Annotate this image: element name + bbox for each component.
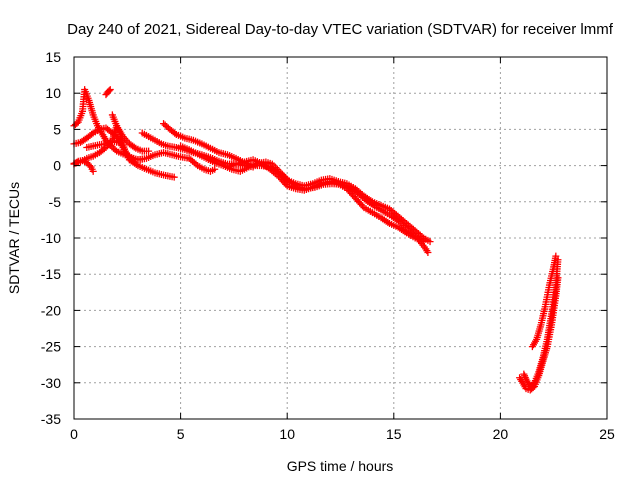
data-point-marker [89, 167, 97, 175]
data-point-marker [145, 147, 153, 155]
data-point-marker [86, 162, 94, 170]
y-tick-label: -30 [41, 375, 61, 391]
data-point-marker [282, 180, 290, 188]
x-tick-label: 10 [279, 426, 295, 442]
y-tick-label: -20 [41, 302, 61, 318]
data-point-marker [105, 87, 113, 95]
data-point-marker [106, 86, 114, 94]
x-tick-label: 20 [493, 426, 509, 442]
y-tick-label: 0 [53, 158, 61, 174]
chart-title: Day 240 of 2021, Sidereal Day-to-day VTE… [67, 21, 614, 38]
data-point-marker [211, 165, 219, 173]
satellite-track [102, 86, 114, 99]
y-tick-label: -35 [41, 411, 61, 427]
satellite-track [70, 86, 133, 160]
satellite-track [125, 156, 178, 181]
data-point-marker [420, 238, 428, 246]
data-point-marker [170, 173, 178, 181]
satellite-track [108, 111, 153, 155]
y-tick-label: -15 [41, 266, 61, 282]
satellite-track [224, 156, 428, 246]
x-tick-label: 0 [70, 426, 78, 442]
data-series-sdtvar [70, 86, 562, 394]
data-point-marker [552, 252, 560, 260]
data-point-marker [130, 143, 138, 151]
y-tick-label: 10 [45, 85, 61, 101]
data-point-marker [88, 130, 96, 138]
data-point-marker [115, 138, 123, 146]
y-tick-label: 15 [45, 49, 61, 65]
data-point-marker [73, 158, 81, 166]
y-tick-label: 5 [53, 121, 61, 137]
x-tick-label: 15 [386, 426, 402, 442]
x-tick-label: 5 [177, 426, 185, 442]
y-tick-label: -25 [41, 339, 61, 355]
data-point-marker [554, 274, 562, 282]
y-axis-label: SDTVAR / TECUs [6, 182, 22, 294]
data-point-marker [171, 129, 179, 137]
x-axis-label: GPS time / hours [287, 458, 394, 474]
satellite-track [516, 274, 562, 394]
data-point-marker [424, 248, 432, 256]
satellite-track [83, 138, 123, 151]
y-tick-label: -5 [49, 194, 62, 210]
axis-ticks: 0 5 10 15 20 25 15 10 5 0 -5 -10 -15 -20 -25 -30 -35 [41, 49, 615, 442]
data-point-marker [426, 238, 434, 246]
x-tick-label: 25 [599, 426, 615, 442]
satellite-track [528, 252, 560, 351]
grid-lines [74, 57, 607, 419]
y-tick-label: -10 [41, 230, 61, 246]
data-point-marker [359, 202, 367, 210]
data-point-marker [111, 146, 119, 154]
satellite-track [177, 142, 432, 256]
